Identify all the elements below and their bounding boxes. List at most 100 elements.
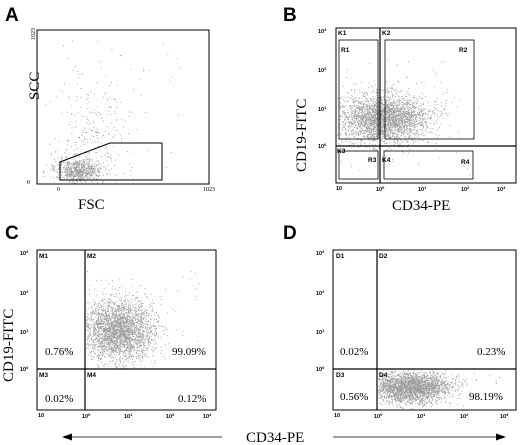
panel-c-dot [111, 339, 113, 341]
panel-b-dot [388, 102, 389, 104]
panel-c-dot [103, 314, 104, 315]
panel-b-dot [401, 119, 403, 121]
panel-b-dot [436, 130, 438, 132]
panel-c-dot [131, 309, 133, 311]
panel-b-dot [385, 136, 387, 138]
panel-b-dot [381, 135, 383, 137]
panel-b-dot [364, 124, 366, 126]
panel-a-dot [79, 159, 80, 161]
panel-b-dot [414, 111, 416, 113]
panel-c-dot [102, 354, 103, 356]
panel-b-dot [387, 133, 389, 135]
panel-b-dot [403, 97, 404, 99]
panel-b-dot [359, 126, 361, 128]
panel-b-dot [403, 104, 405, 106]
panel-b-dot [400, 126, 401, 128]
panel-a-dot [86, 138, 88, 140]
panel-b-dot [364, 92, 365, 94]
panel-a-dot [54, 169, 55, 171]
panel-c-dot [89, 324, 90, 326]
panel-a-dot [78, 163, 80, 164]
panel-a-dot [70, 171, 71, 173]
panel-a-dot [84, 138, 86, 140]
panel-a-dot [65, 169, 67, 171]
panel-b-dot [391, 129, 393, 131]
panel-b-dot [357, 101, 359, 103]
panel-b-dot [373, 104, 375, 106]
panel-b-dot [403, 98, 405, 100]
panel-b-dot [370, 140, 372, 142]
panel-b-dot [372, 106, 374, 108]
panel-b-dot [356, 82, 357, 84]
panel-c-dot [131, 362, 132, 364]
panel-b-dot [353, 116, 355, 118]
panel-a-dot [96, 106, 98, 108]
panel-b-dot [362, 109, 363, 111]
panel-b-dot [367, 116, 369, 118]
panel-c-dot [105, 305, 107, 307]
panel-a-dot [74, 163, 76, 165]
panel-b-dot [374, 108, 376, 110]
panel-c-dot [127, 344, 128, 346]
panel-a-dot [89, 166, 91, 168]
panel-b-dot [383, 141, 385, 143]
panel-b-dot [369, 113, 371, 115]
panel-b-dot [386, 118, 387, 120]
panel-c-dot [149, 345, 151, 346]
panel-b-dot [381, 115, 383, 116]
panel-a-dot [86, 152, 88, 153]
panel-b-dot [362, 130, 364, 132]
panel-a-dot [110, 114, 112, 115]
panel-b-dot [414, 119, 416, 120]
panel-b-dot [393, 110, 395, 111]
panel-c-dot [109, 298, 111, 300]
panel-a-dot [63, 162, 64, 163]
panel-a-dot [109, 107, 110, 108]
panel-b-dot [401, 108, 403, 110]
panel-c-dot [142, 339, 143, 341]
panel-b-dot [403, 100, 405, 101]
panel-b-dot [374, 104, 375, 105]
panel-b-dot [346, 137, 348, 138]
panel-b-dot [361, 116, 363, 118]
panel-b-r4: R4 [461, 159, 470, 166]
panel-a-dot [108, 111, 110, 112]
panel-a-dot [85, 169, 87, 171]
panel-b-dot [409, 115, 410, 117]
panel-b-dot [393, 123, 395, 124]
panel-b-dot [385, 102, 387, 104]
panel-b-dot [375, 117, 377, 118]
panel-b-dot [363, 117, 365, 119]
panel-b-dot [370, 100, 372, 102]
panel-b-dot [361, 140, 363, 142]
panel-b-dot [413, 102, 415, 104]
panel-a-dot [91, 135, 93, 137]
panel-a-dot [96, 151, 98, 153]
panel-b-dot [407, 119, 409, 121]
panel-b-dot [381, 103, 382, 104]
panel-a-dot [82, 164, 84, 166]
panel-a-dot [72, 172, 74, 174]
panel-b-dot [393, 116, 395, 117]
panel-b-dot [372, 105, 374, 107]
panel-a-ylabel: SCC [27, 72, 43, 100]
panel-c-dot [112, 360, 114, 361]
panel-c-dot [110, 333, 112, 335]
panel-b-dot [385, 111, 387, 113]
panel-b-dot [376, 125, 378, 127]
panel-a-dot [66, 148, 68, 150]
panel-c-dot [112, 317, 114, 319]
panel-c-dot [139, 331, 141, 333]
panel-a-dot [72, 182, 74, 184]
panel-b-dot [387, 125, 389, 127]
panel-a-dot [87, 154, 89, 156]
panel-b-dot [391, 104, 393, 105]
panel-b-dot [363, 112, 365, 114]
panel-c-dot [119, 334, 121, 336]
panel-b-dot [364, 111, 365, 112]
panel-b-dot [389, 129, 391, 130]
panel-b-dot [373, 118, 375, 120]
panel-b-dot [375, 121, 377, 123]
panel-a-dot [45, 104, 47, 106]
panel-b-dot [428, 142, 429, 143]
